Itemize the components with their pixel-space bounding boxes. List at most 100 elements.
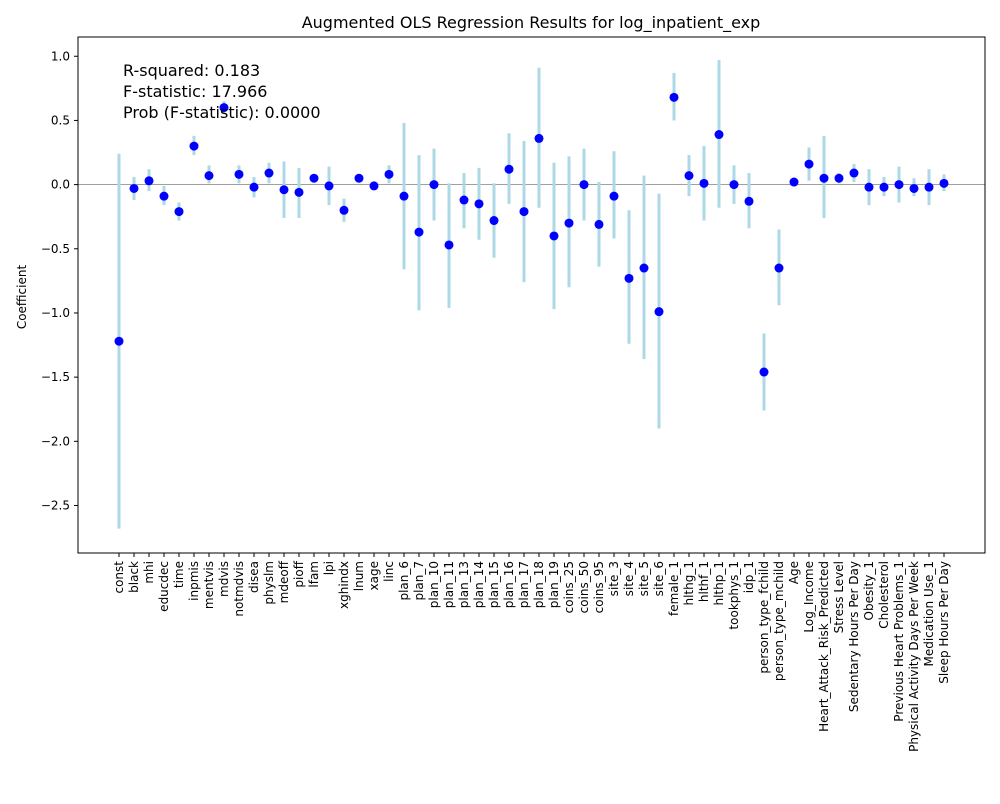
x-tick-label: plan_19 (547, 561, 561, 608)
coefficient-point (849, 168, 859, 178)
coefficient-point (534, 133, 544, 143)
coefficient-point (489, 216, 499, 226)
x-tick-label: female_1 (667, 561, 681, 616)
f-statistic-text: F-statistic: 17.966 (123, 82, 267, 101)
x-tick-label: person_type_mchild (772, 561, 786, 681)
y-tick-label: −0.5 (41, 242, 70, 256)
coefficient-point (909, 183, 919, 193)
coefficient-point (219, 103, 229, 113)
x-tick-label: lpi (322, 561, 336, 575)
coefficient-point (474, 199, 484, 209)
coefficient-point (669, 92, 679, 102)
coefficient-point (399, 191, 409, 201)
coefficient-point (309, 173, 319, 183)
coefficient-point (249, 182, 259, 192)
prob-f-statistic-text: Prob (F-statistic): 0.0000 (123, 103, 321, 122)
x-tick-label: Stress Level (832, 561, 846, 633)
coefficient-point (924, 182, 934, 192)
x-tick-label: hlthf_1 (697, 561, 711, 602)
x-tick-label: inpmis (187, 561, 201, 601)
coefficient-point (804, 159, 814, 169)
x-tick-label: plan_17 (517, 561, 531, 608)
x-tick-label: mdvis (217, 561, 231, 597)
x-tick-label: coins_50 (577, 561, 591, 613)
x-tick-label: mhi (142, 561, 156, 584)
x-tick-label: notmdvis (232, 561, 246, 617)
coefficient-point (144, 176, 154, 186)
coefficient-point (654, 307, 664, 317)
coefficient-point (819, 173, 829, 183)
x-tick-label: pioff (292, 560, 306, 587)
x-tick-label: plan_7 (412, 561, 426, 601)
coefficient-point (744, 196, 754, 206)
coefficient-point (519, 207, 529, 217)
x-tick-label: xghindx (337, 561, 351, 609)
coefficient-point (864, 182, 874, 192)
coefficient-point (609, 191, 619, 201)
chart-title: Augmented OLS Regression Results for log… (302, 13, 761, 33)
coefficient-point (729, 180, 739, 190)
coefficient-point (384, 169, 394, 179)
x-tick-label: Age (787, 561, 801, 584)
coefficient-point (579, 180, 589, 190)
x-tick-label: idp_1 (742, 561, 756, 593)
x-tick-label: educdec (157, 561, 171, 612)
coefficient-point (714, 130, 724, 140)
coefficient-point (834, 173, 844, 183)
x-tick-label: lfam (307, 561, 321, 588)
coefficient-point (429, 180, 439, 190)
coefficient-point (684, 171, 694, 181)
coefficient-point (939, 178, 949, 188)
coefficient-point (879, 182, 889, 192)
coefficient-point (459, 195, 469, 205)
x-tick-label: Sedentary Hours Per Day (847, 561, 861, 712)
y-tick-label: 0.5 (51, 113, 70, 127)
coefficient-point (279, 185, 289, 195)
x-tick-label: mentvis (202, 561, 216, 609)
coefficient-point (129, 183, 139, 193)
coefficient-point (549, 231, 559, 241)
y-tick-label: −2.5 (41, 499, 70, 513)
x-tick-label: site_5 (637, 561, 651, 596)
x-tick-label: time (172, 561, 186, 588)
x-tick-label: hlthg_1 (682, 561, 696, 606)
coefficient-point (114, 336, 124, 346)
x-tick-label: person_type_fchild (757, 561, 771, 674)
x-tick-label: physlm (262, 561, 276, 605)
x-tick-label: tookphys_1 (727, 561, 741, 630)
coefficient-point (894, 180, 904, 190)
x-tick-label: xage (367, 561, 381, 590)
x-tick-label: Medication Use_1 (922, 561, 936, 667)
coefficient-point (264, 168, 274, 178)
x-tick-label: site_3 (607, 561, 621, 596)
plot-frame (77, 36, 986, 554)
x-tick-label: Heart_Attack_Risk_Predicted (817, 561, 831, 732)
coefficient-point (594, 219, 604, 229)
coefficient-point (564, 218, 574, 228)
coefficient-point (204, 171, 214, 181)
x-tick-label: plan_11 (442, 561, 456, 608)
x-tick-label: coins_95 (592, 561, 606, 613)
x-tick-label: disea (247, 561, 261, 593)
x-tick-label: plan_15 (487, 561, 501, 608)
coefficient-point (624, 273, 634, 283)
x-tick-label: const (112, 561, 126, 594)
x-tick-label: Cholesterol (877, 561, 891, 629)
x-tick-label: plan_6 (397, 561, 411, 601)
x-tick-label: Sleep Hours Per Day (937, 561, 951, 684)
x-tick-label: plan_18 (532, 561, 546, 608)
coefficient-point (444, 240, 454, 250)
x-tick-label: plan_10 (427, 561, 441, 608)
x-tick-label: hlthp_1 (712, 561, 726, 606)
y-tick-label: −1.0 (41, 306, 70, 320)
y-tick-label: −2.0 (41, 434, 70, 448)
x-tick-label: black (127, 561, 141, 593)
y-tick-label: 1.0 (51, 49, 70, 63)
x-tick-label: mdeoff (277, 560, 291, 603)
coefficient-point (159, 191, 169, 201)
x-tick-label: plan_13 (457, 561, 471, 608)
